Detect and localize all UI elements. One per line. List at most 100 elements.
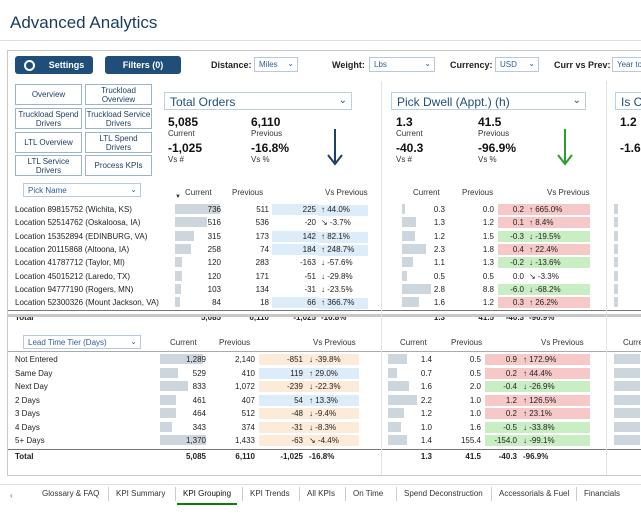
table-row[interactable]: Same Day 529 410 119 ↑ 29.0% 0.7 0.5 0.2 ↑ 44.4% [8, 367, 641, 380]
currency-select[interactable]: USD ⌄ [495, 57, 539, 72]
dwell-current-bar [388, 394, 418, 405]
dwell-previous: 1.5 [482, 231, 494, 241]
nav-button[interactable]: Truckload Spend Drivers [15, 108, 82, 129]
vs-bg [259, 367, 359, 379]
current-bar [160, 394, 176, 405]
curr-vs-prev-label: Curr vs Prev: [554, 60, 611, 70]
vs-value: -20 [304, 218, 316, 228]
table-row[interactable]: Location 45015212 (Laredo, TX) 120 171 -51 ↓… [8, 270, 641, 283]
dwell-current-bar [388, 354, 407, 364]
dwell-current-bar [402, 297, 419, 308]
weight-select[interactable]: Lbs ⌄ [369, 57, 435, 72]
tab-item[interactable]: Spend Deconstruction [404, 489, 483, 498]
table-row[interactable]: Location 20115868 (Altoona, IA) 258 74 184 ↑… [8, 243, 641, 256]
tab-item[interactable]: Glossary & FAQ [42, 489, 100, 498]
vs-pct: ↑ 44.0% [318, 205, 368, 216]
col-third-current[interactable]: Curre [623, 338, 641, 347]
panel-divider [381, 81, 382, 475]
tab-divider [576, 487, 577, 501]
dwell-vs-bg [498, 297, 590, 309]
nav-button[interactable]: Truckload Service Drivers [85, 108, 152, 129]
col-lead-previous[interactable]: Previous [219, 338, 251, 347]
third-bar [614, 421, 640, 432]
tab-item[interactable]: Accessorials & Fuel [499, 489, 570, 498]
tab-divider [175, 487, 176, 501]
tab-item[interactable]: Financials [584, 489, 621, 498]
table-row[interactable]: Location 41787712 (Taylor, MI) 120 283 -163… [8, 256, 641, 270]
current-bar [175, 230, 195, 241]
tab-item[interactable]: KPI Trends [250, 489, 290, 498]
third-kpi-vs-num: -1.6 [620, 141, 641, 155]
total-orders-header[interactable]: Total Orders ⌄ [164, 92, 352, 110]
col-lead-dwell-vs-previous[interactable]: Vs Previous [541, 338, 584, 347]
col-current[interactable]: Current [185, 188, 212, 197]
dwell-previous: 155.4 [460, 436, 481, 445]
col-lead-current[interactable]: Current [170, 338, 197, 347]
pick-dwell-header[interactable]: Pick Dwell (Appt.) (h) ⌄ [391, 92, 586, 110]
nav-button[interactable]: LTL Overview [15, 132, 82, 153]
total-row: Total 5,085 6,110 -1,025 -16.8% 1.3 41.5 -40.3-… [8, 311, 641, 324]
current-bar [175, 217, 207, 228]
dwell-vs-value: 0.2 [512, 205, 524, 214]
dwell-current: 1.1 [433, 258, 445, 268]
col-lead-vs-previous[interactable]: Vs Previous [313, 338, 356, 347]
table-row[interactable]: 4 Days 343 374 -31 ↓ -8.3% 1.0 1.6 -0.5 ↓ -33.8% [8, 421, 641, 434]
sort-caret-icon[interactable]: ▼ [175, 194, 181, 200]
dwell-current: 0.5 [433, 271, 445, 281]
table-row[interactable]: Location 94777190 (Rogers, MN) 103 134 -31 ↓… [8, 283, 641, 296]
total-vs-pct: -16.8% [309, 451, 335, 461]
tab-divider [345, 487, 346, 501]
third-kpi-header[interactable]: Is C [615, 92, 641, 110]
settings-button[interactable]: Settings [15, 56, 93, 74]
total-label: Total [15, 313, 34, 323]
location-name: Location 41787712 (Taylor, MI) [15, 258, 125, 268]
table-row[interactable]: Location 89815752 (Wichita, KS) 736 511 225… [8, 203, 641, 216]
table-row[interactable]: Location 52300326 (Mount Jackson, VA) 84 1… [8, 296, 641, 310]
nav-button[interactable]: LTL Service Drivers [15, 155, 82, 176]
dwell-current-bar [402, 230, 415, 241]
location-name: Location 94777190 (Rogers, MN) [15, 284, 134, 294]
table-row[interactable]: Next Day 833 1,072 -239 ↓ -22.3% 1.6 2.0 -0.4 ↓ … [8, 380, 641, 393]
tab-item[interactable]: On Time [353, 489, 384, 498]
dwell-previous: 1.6 [469, 422, 481, 432]
tab-scroll-left-icon[interactable]: ‹ [10, 491, 13, 500]
pick-dwell-vs-num-label: Vs # [396, 155, 413, 164]
total-dwell-previous: 41.5 [478, 313, 494, 323]
total-dwell-vs-pct: -96.9% [523, 451, 549, 461]
pick-dwell-vs-pct-label: Vs % [478, 155, 497, 164]
col-lead-dwell-current[interactable]: Current [400, 338, 427, 347]
table-row[interactable]: 2 Days 461 407 54 ↑ 13.3% 2.2 1.0 1.2 ↑ 126.5% [8, 394, 641, 407]
col-lead-dwell-previous[interactable]: Previous [451, 338, 483, 347]
distance-select[interactable]: Miles ⌄ [254, 57, 298, 72]
nav-button[interactable]: Process KPIs [85, 155, 152, 176]
nav-button[interactable]: Overview [15, 84, 82, 105]
col-dwell-previous[interactable]: Previous [462, 188, 494, 197]
dwell-vs-value: -0.5 [503, 422, 517, 432]
lead-time-dropdown[interactable]: Lead Time Tier (Days) ⌄ [23, 335, 141, 349]
table-row[interactable]: Location 15352894 (EDINBURG, VA) 315 173 14… [8, 230, 641, 243]
col-dwell-current[interactable]: Current [413, 188, 440, 197]
pick-name-dropdown[interactable]: Pick Name ⌄ [23, 183, 141, 197]
tab-item[interactable]: All KPIs [307, 489, 336, 498]
col-dwell-vs-previous[interactable]: Vs Previous [547, 188, 590, 197]
tab-item[interactable]: KPI Summary [116, 489, 166, 498]
table-row[interactable]: 3 Days 464 512 -48 ↓ -9.4% 1.2 1.0 0.2 ↑ 23.1% [8, 407, 641, 420]
vs-value: 225 [302, 205, 316, 214]
col-previous[interactable]: Previous [232, 188, 264, 197]
filters-button[interactable]: Filters (0) [105, 56, 181, 74]
tab-item[interactable]: KPI Grouping [183, 489, 232, 498]
third-bar [614, 270, 618, 281]
vs-value: -239 [286, 382, 303, 391]
settings-label: Settings [48, 60, 85, 70]
nav-button[interactable]: Truckload Overview [85, 84, 152, 105]
total-previous: 6,110 [235, 451, 255, 461]
table-row[interactable]: Location 52514762 (Oskaloosa, IA) 516 536 -… [8, 216, 641, 230]
table-row[interactable]: 5+ Days 1,370 1,433 -63 ↘ -4.4% 1.4 155.4 -154.… [8, 434, 641, 447]
vs-pct: ↓ -8.3% [309, 422, 337, 432]
lead-tier-name: Next Day [15, 382, 48, 391]
col-vs-previous[interactable]: Vs Previous [325, 188, 368, 197]
table-row[interactable]: Not Entered 1,289 2,140 -851 ↓ -39.8% 1.4 0.5 0… [8, 353, 641, 366]
nav-button[interactable]: LTL Spend Drivers [85, 132, 152, 153]
curr-vs-prev-select[interactable]: Year to [612, 57, 641, 72]
dwell-vs-bg [485, 367, 590, 379]
